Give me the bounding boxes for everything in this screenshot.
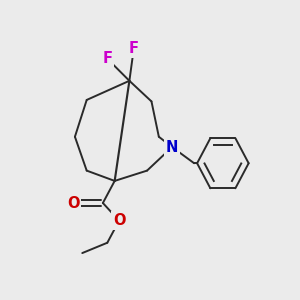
Text: F: F [102, 51, 112, 66]
Text: O: O [67, 196, 80, 211]
Text: F: F [129, 41, 139, 56]
Text: O: O [113, 213, 125, 228]
Text: N: N [166, 140, 178, 154]
